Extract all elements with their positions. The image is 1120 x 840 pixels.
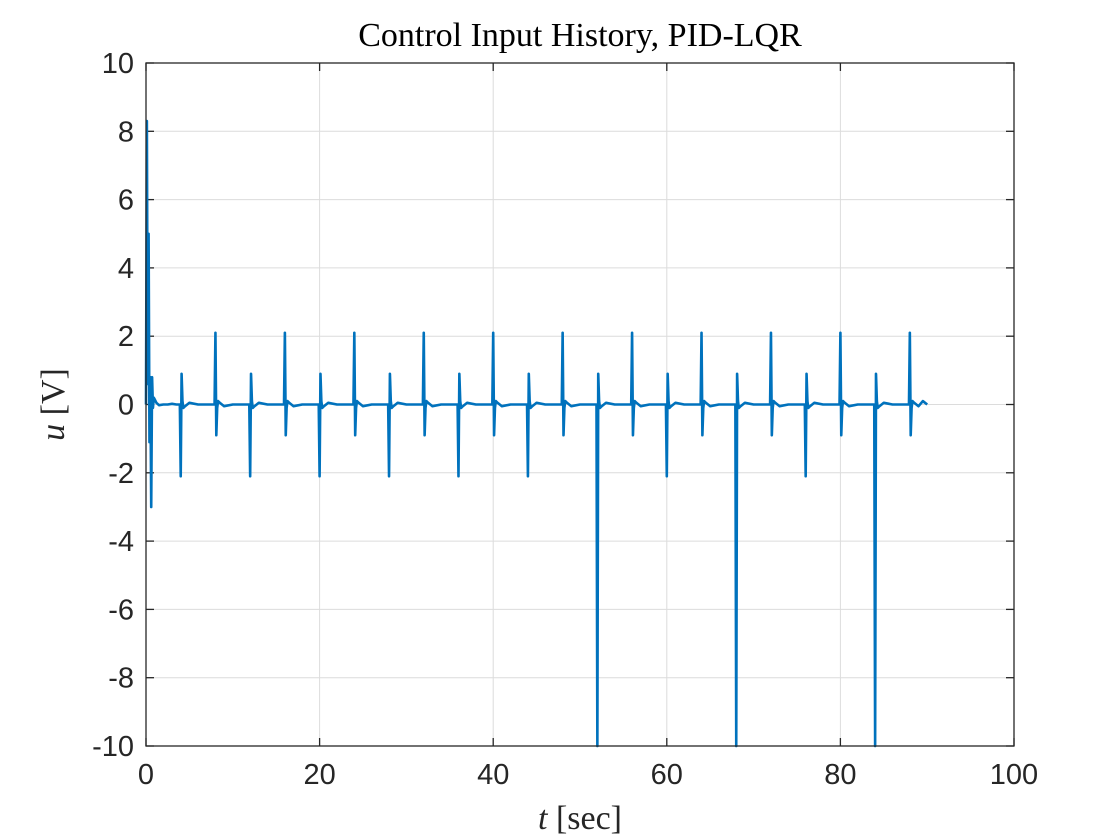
y-tick-label: 2 — [118, 321, 134, 353]
y-axis-spacer — [35, 415, 72, 424]
x-tick-label: 40 — [477, 759, 509, 791]
x-axis-spacer — [547, 800, 556, 837]
y-tick-label: -8 — [108, 663, 134, 695]
y-tick-label: -4 — [108, 526, 134, 558]
chart-title: Control Input History, PID-LQR — [358, 17, 802, 54]
y-tick-label: 10 — [102, 48, 134, 80]
y-axis-unit: [V] — [35, 368, 72, 415]
x-tick-label: 0 — [138, 759, 154, 791]
y-tick-label: 0 — [118, 390, 134, 422]
y-axis-label: u [V] — [35, 368, 72, 441]
x-tick-labels: 0 20 40 60 80 100 — [138, 759, 1038, 791]
y-tick-label: 6 — [118, 185, 134, 217]
x-tick-label: 100 — [990, 759, 1038, 791]
x-tick-label: 60 — [651, 759, 683, 791]
x-tick-label: 20 — [303, 759, 335, 791]
y-axis-variable: u — [35, 424, 72, 441]
plot-frame — [145, 62, 1015, 747]
y-tick-label: -6 — [108, 594, 134, 626]
x-axis-label: t [sec] — [538, 800, 622, 837]
y-tick-labels: -10 -8 -6 -4 -2 0 2 4 6 8 10 — [92, 48, 134, 763]
x-axis-variable: t — [538, 800, 549, 837]
series-line — [144, 119, 929, 748]
y-tick-label: -2 — [108, 458, 134, 490]
x-axis-unit: [sec] — [556, 800, 622, 837]
x-tick-label: 80 — [824, 759, 856, 791]
y-tick-label: 4 — [118, 253, 134, 285]
y-tick-label: 8 — [118, 116, 134, 148]
y-tick-label: -10 — [92, 731, 134, 763]
